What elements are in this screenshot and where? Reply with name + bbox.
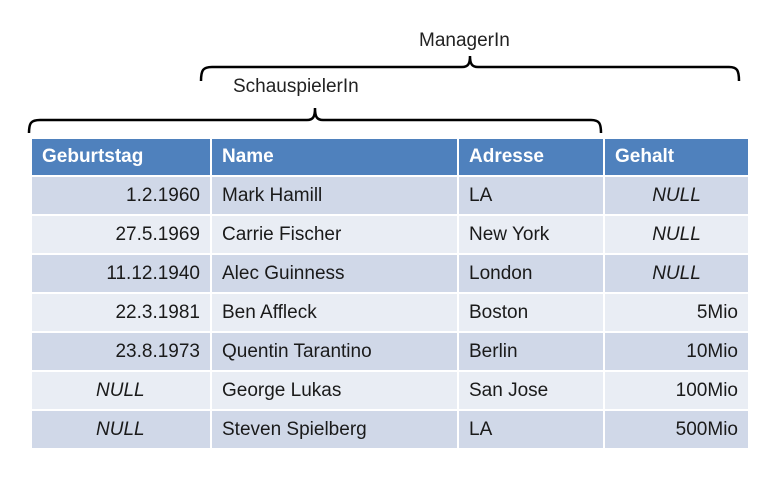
cell-adresse: LA — [457, 175, 605, 216]
cell-gehalt: 10Mio — [603, 331, 750, 372]
cell-name: Ben Affleck — [210, 292, 459, 333]
cell-geburtstag: NULL — [30, 370, 212, 411]
cell-adresse: LA — [457, 409, 605, 450]
cell-gehalt: NULL — [603, 175, 750, 216]
header-name: Name — [210, 137, 459, 177]
cell-geburtstag: 27.5.1969 — [30, 214, 212, 255]
cell-adresse: San Jose — [457, 370, 605, 411]
table-header-row: Geburtstag Name Adresse Gehalt — [30, 137, 750, 177]
manager-label: ManagerIn — [419, 30, 510, 51]
cell-adresse: New York — [457, 214, 605, 255]
table-row: 22.3.1981 Ben Affleck Boston 5Mio — [30, 292, 750, 333]
cell-geburtstag: 11.12.1940 — [30, 253, 212, 294]
manager-brace — [199, 55, 741, 82]
cell-name: Alec Guinness — [210, 253, 459, 294]
cell-gehalt: NULL — [603, 253, 750, 294]
cell-name: Steven Spielberg — [210, 409, 459, 450]
cell-gehalt: NULL — [603, 214, 750, 255]
cell-name: Carrie Fischer — [210, 214, 459, 255]
table-row: NULL Steven Spielberg LA 500Mio — [30, 409, 750, 450]
cell-adresse: Boston — [457, 292, 605, 333]
actor-label: SchauspielerIn — [233, 76, 359, 97]
cell-gehalt: 500Mio — [603, 409, 750, 450]
cell-name: George Lukas — [210, 370, 459, 411]
cell-geburtstag: NULL — [30, 409, 212, 450]
header-gehalt: Gehalt — [603, 137, 750, 177]
table-row: 1.2.1960 Mark Hamill LA NULL — [30, 175, 750, 216]
relation-table: Geburtstag Name Adresse Gehalt 1.2.1960 … — [30, 137, 750, 450]
cell-geburtstag: 23.8.1973 — [30, 331, 212, 372]
brace-connectors — [27, 55, 741, 134]
table-row: 11.12.1940 Alec Guinness London NULL — [30, 253, 750, 294]
cell-adresse: London — [457, 253, 605, 294]
cell-gehalt: 5Mio — [603, 292, 750, 333]
cell-geburtstag: 22.3.1981 — [30, 292, 212, 333]
table-row: 27.5.1969 Carrie Fischer New York NULL — [30, 214, 750, 255]
cell-name: Mark Hamill — [210, 175, 459, 216]
header-adresse: Adresse — [457, 137, 605, 177]
table-row: NULL George Lukas San Jose 100Mio — [30, 370, 750, 411]
header-geburtstag: Geburtstag — [30, 137, 212, 177]
cell-gehalt: 100Mio — [603, 370, 750, 411]
cell-name: Quentin Tarantino — [210, 331, 459, 372]
cell-adresse: Berlin — [457, 331, 605, 372]
table-row: 23.8.1973 Quentin Tarantino Berlin 10Mio — [30, 331, 750, 372]
cell-geburtstag: 1.2.1960 — [30, 175, 212, 216]
actor-brace — [27, 107, 603, 134]
